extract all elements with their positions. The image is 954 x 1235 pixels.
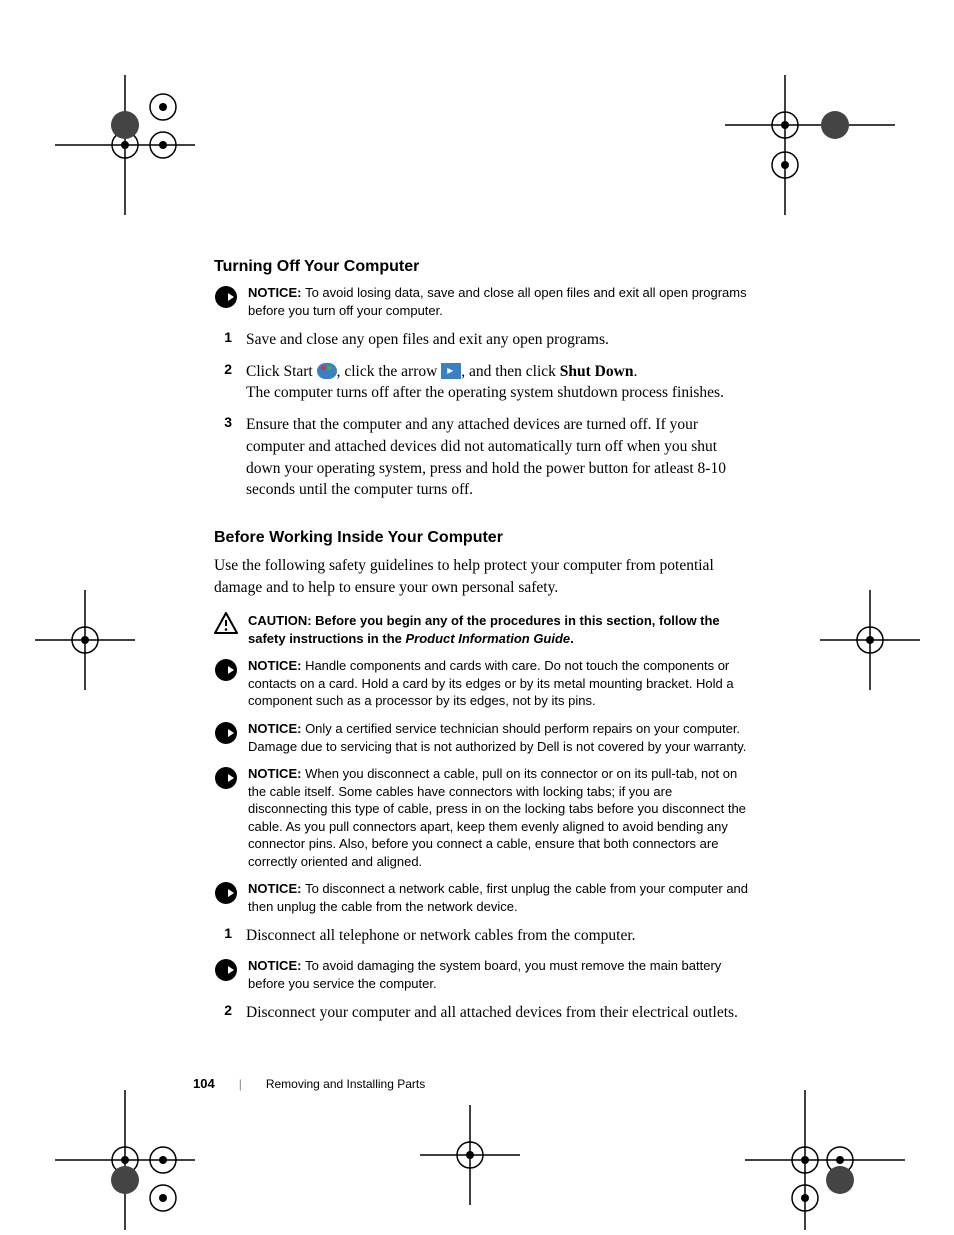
step-3: 3 Ensure that the computer and any attac…	[214, 414, 754, 501]
notice-text: NOTICE: Only a certified service technic…	[248, 720, 754, 755]
step-b1: 1 Disconnect all telephone or network ca…	[214, 925, 754, 947]
windows-start-icon	[317, 363, 337, 379]
page-footer: 104 | Removing and Installing Parts	[193, 1076, 425, 1091]
step-number: 1	[214, 329, 232, 351]
intro-text: Use the following safety guidelines to h…	[214, 555, 754, 598]
notice-block: NOTICE: When you disconnect a cable, pul…	[214, 765, 754, 870]
step-body: Click Start , click the arrow , and then…	[246, 361, 724, 404]
footer-separator: |	[239, 1077, 242, 1091]
caution-text: CAUTION: Before you begin any of the pro…	[248, 612, 754, 647]
page-content: Turning Off Your Computer NOTICE: To avo…	[214, 258, 754, 1034]
step-number: 2	[214, 361, 232, 404]
step-b2: 2 Disconnect your computer and all attac…	[214, 1002, 754, 1024]
registration-mark	[745, 1070, 905, 1230]
notice-icon	[214, 766, 238, 790]
step-number: 3	[214, 414, 232, 501]
heading-before-working: Before Working Inside Your Computer	[214, 529, 754, 547]
notice-text: NOTICE: When you disconnect a cable, pul…	[248, 765, 754, 870]
step-body: Disconnect all telephone or network cabl…	[246, 925, 636, 947]
caution-block: CAUTION: Before you begin any of the pro…	[214, 612, 754, 647]
notice-block: NOTICE: To avoid damaging the system boa…	[214, 957, 754, 992]
step-number: 1	[214, 925, 232, 947]
step-body: Disconnect your computer and all attache…	[246, 1002, 738, 1024]
notice-icon	[214, 881, 238, 905]
notice-text: NOTICE: To avoid damaging the system boa…	[248, 957, 754, 992]
registration-mark	[55, 75, 195, 215]
notice-text: NOTICE: To disconnect a network cable, f…	[248, 880, 754, 915]
registration-mark	[35, 590, 135, 690]
notice-block: NOTICE: Handle components and cards with…	[214, 657, 754, 710]
registration-mark	[420, 1105, 520, 1205]
step-1: 1 Save and close any open files and exit…	[214, 329, 754, 351]
registration-mark	[820, 590, 920, 690]
notice-block: NOTICE: Only a certified service technic…	[214, 720, 754, 755]
notice-icon	[214, 658, 238, 682]
notice-block: NOTICE: To disconnect a network cable, f…	[214, 880, 754, 915]
step-number: 2	[214, 1002, 232, 1024]
registration-mark	[55, 1070, 195, 1230]
step-body-line2: The computer turns off after the operati…	[246, 382, 724, 404]
notice-text: NOTICE: Handle components and cards with…	[248, 657, 754, 710]
heading-turning-off: Turning Off Your Computer	[214, 258, 754, 276]
arrow-icon	[441, 363, 461, 379]
step-body: Ensure that the computer and any attache…	[246, 414, 754, 501]
step-body: Save and close any open files and exit a…	[246, 329, 609, 351]
notice-icon	[214, 285, 238, 309]
footer-section: Removing and Installing Parts	[266, 1077, 425, 1091]
notice-icon	[214, 958, 238, 982]
notice-block: NOTICE: To avoid losing data, save and c…	[214, 284, 754, 319]
notice-text: NOTICE: To avoid losing data, save and c…	[248, 284, 754, 319]
step-2: 2 Click Start , click the arrow , and th…	[214, 361, 754, 404]
registration-mark	[725, 75, 895, 215]
notice-icon	[214, 721, 238, 745]
page-number: 104	[193, 1076, 215, 1091]
caution-icon	[214, 612, 238, 634]
